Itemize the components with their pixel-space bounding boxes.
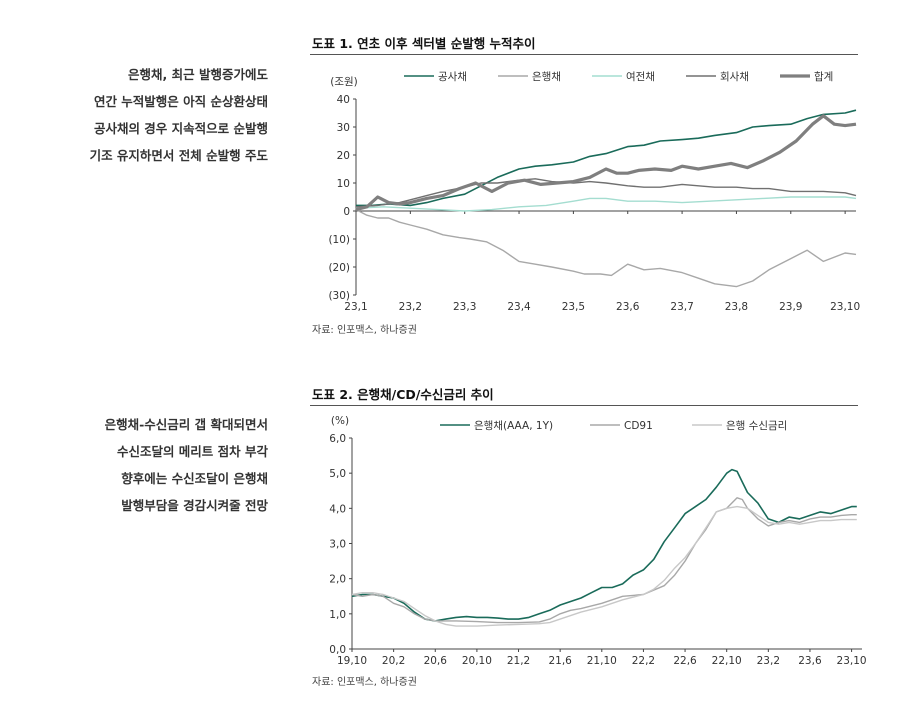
chart1-legend-label-3: 회사채 xyxy=(720,71,749,83)
chart2-y-tick-label: 1,0 xyxy=(329,609,346,621)
chart2-series-line-2 xyxy=(351,505,857,627)
chart2-x-tick-label: 22,2 xyxy=(632,655,655,667)
chart1-x-tick-label: 23,9 xyxy=(779,301,802,313)
chart1-y-tick-label: (30) xyxy=(328,290,350,302)
chart2-commentary-line: 수신조달의 메리트 점차 부각 xyxy=(116,444,268,459)
chart2-commentary: 은행채-수신금리 갭 확대되면서 수신조달의 메리트 점차 부각 향후에는 수신… xyxy=(0,411,268,519)
chart1-legend-label-2: 여전채 xyxy=(626,71,655,83)
chart2-commentary-line: 발행부담을 경감시켜줄 전망 xyxy=(121,498,268,513)
chart1-y-tick-label: 30 xyxy=(337,122,350,134)
chart2-x-tick-label: 22,10 xyxy=(712,655,742,667)
chart2-y-tick-label: 5,0 xyxy=(329,468,346,480)
chart1-source: 자료: 인포맥스, 하나증권 xyxy=(312,325,417,336)
chart1-y-tick-label: 20 xyxy=(337,150,350,162)
chart1-x-tick-label: 23,6 xyxy=(616,301,640,313)
chart1-commentary: 은행채, 최근 발행증가에도 연간 누적발행은 아직 순상환상태 공사채의 경우… xyxy=(0,61,268,169)
chart2-x-tick-label: 23,6 xyxy=(798,655,822,667)
chart1-series-line-1 xyxy=(355,208,857,288)
chart2-x-tick-label: 22,6 xyxy=(673,655,697,667)
chart2-y-tick-label: 0,0 xyxy=(329,644,346,656)
chart2-x-tick-label: 19,10 xyxy=(337,655,367,667)
chart1-x-tick-label: 23,3 xyxy=(453,301,476,313)
chart1-legend-label-1: 은행채 xyxy=(532,71,561,83)
chart2-title: 도표 2. 은행채/CD/수신금리 추이 xyxy=(312,387,494,402)
chart2-title-rule xyxy=(310,405,858,406)
chart1-y-tick-label: 40 xyxy=(337,94,350,106)
chart1-x-tick-label: 23,10 xyxy=(830,301,860,313)
chart1-x-tick-label: 23,5 xyxy=(562,301,585,313)
chart2-x-tick-label: 23,10 xyxy=(837,655,867,667)
chart1-series-line-0 xyxy=(356,109,857,207)
chart1-series-line-3 xyxy=(355,178,857,208)
chart1-y-tick-label: (10) xyxy=(328,234,350,246)
chart1-y-tick-label: (20) xyxy=(328,262,350,274)
chart1-x-tick-label: 23,4 xyxy=(507,301,531,313)
chart2-y-tick-label: 2,0 xyxy=(329,574,346,586)
chart1-legend-label-4: 합계 xyxy=(814,71,833,83)
chart2-legend-label-2: 은행 수신금리 xyxy=(726,420,787,432)
chart1-commentary-line: 연간 누적발행은 아직 순상환상태 xyxy=(93,94,268,109)
chart2-x-tick-label: 23,2 xyxy=(757,655,780,667)
chart1-y-axis-label: (조원) xyxy=(330,76,358,88)
chart1-commentary-line: 공사채의 경우 지속적으로 순발행 xyxy=(93,121,268,136)
chart1-x-tick-label: 23,1 xyxy=(344,301,367,313)
chart2-legend-label-0: 은행채(AAA, 1Y) xyxy=(474,420,553,432)
chart2-x-tick-label: 20,6 xyxy=(424,655,448,667)
chart1-series-line-2 xyxy=(355,196,857,212)
chart1-title-rule xyxy=(310,54,858,55)
chart1-legend-label-0: 공사채 xyxy=(438,71,467,83)
chart1-x-tick-label: 23,8 xyxy=(725,301,748,313)
chart2-series-line-1 xyxy=(351,497,857,624)
chart2-y-axis-label: (%) xyxy=(331,415,349,427)
chart2-commentary-line: 향후에는 수신조달이 은행채 xyxy=(121,471,268,486)
chart1-y-tick-label: 0 xyxy=(343,206,350,218)
chart2-legend-label-1: CD91 xyxy=(624,420,653,432)
chart2-x-tick-label: 21,2 xyxy=(507,655,530,667)
chart2-x-tick-label: 21,10 xyxy=(587,655,617,667)
chart1-series-line-4 xyxy=(355,114,857,212)
chart1-commentary-line: 기조 유지하면서 전체 순발행 주도 xyxy=(89,148,268,163)
chart2-source: 자료: 인포맥스, 하나증권 xyxy=(312,677,417,688)
chart2-y-tick-label: 6,0 xyxy=(329,433,346,445)
chart2-x-tick-label: 21,6 xyxy=(548,655,572,667)
chart1-title: 도표 1. 연초 이후 섹터별 순발행 누적추이 xyxy=(312,36,536,51)
chart1-commentary-line: 은행채, 최근 발행증가에도 xyxy=(128,67,268,82)
chart1-y-tick-label: 10 xyxy=(337,178,350,190)
chart2-x-tick-label: 20,2 xyxy=(382,655,405,667)
chart1-x-tick-label: 23,2 xyxy=(399,301,422,313)
chart1-x-tick-label: 23,7 xyxy=(670,301,693,313)
chart2-commentary-line: 은행채-수신금리 갭 확대되면서 xyxy=(104,417,268,432)
chart2-y-tick-label: 4,0 xyxy=(329,503,346,515)
chart2-y-tick-label: 3,0 xyxy=(329,539,346,551)
chart2-series-line-0 xyxy=(351,468,857,622)
chart2-x-tick-label: 20,10 xyxy=(462,655,492,667)
